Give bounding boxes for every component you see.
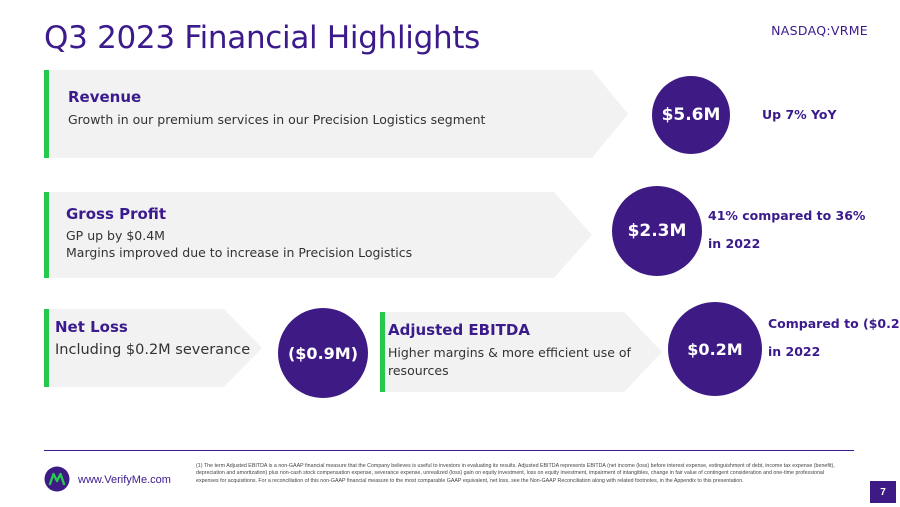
revenue-title: Revenue	[68, 88, 142, 106]
revenue-card	[44, 70, 628, 158]
adjusted-ebitda-footnote: (1) The term Adjusted EBITDA is a non-GA…	[196, 463, 835, 484]
net-loss-title: Net Loss	[55, 318, 128, 336]
gross-profit-line-1: GP up by $0.4M	[66, 228, 165, 243]
adjusted-ebitda-note-line-1: Compared to ($0.2)M	[768, 316, 900, 331]
gross-profit-note-line-2: in 2022	[708, 236, 761, 251]
revenue-value-badge: $5.6M	[652, 76, 730, 154]
gross-profit-value-badge: $2.3M	[612, 186, 702, 276]
adjusted-ebitda-accent-bar	[380, 312, 385, 392]
net-loss-value-badge: ($0.9M)	[278, 308, 368, 398]
gross-profit-line-2: Margins improved due to increase in Prec…	[66, 245, 413, 260]
revenue-note: Up 7% YoY	[762, 107, 837, 122]
verifyme-logo-icon	[44, 466, 70, 492]
revenue-description: Growth in our premium services in our Pr…	[68, 112, 486, 127]
page-number: 7	[870, 481, 896, 503]
gross-profit-title: Gross Profit	[66, 205, 167, 223]
adjusted-ebitda-value-badge: $0.2M	[668, 302, 762, 396]
ticker-symbol: NASDAQ:VRME	[771, 23, 868, 38]
adjusted-ebitda-line-2: resources	[388, 363, 449, 378]
revenue-accent-bar	[44, 70, 49, 158]
net-loss-card	[44, 309, 262, 387]
adjusted-ebitda-line-1: Higher margins & more efficient use of	[388, 345, 631, 360]
footer-divider	[44, 450, 854, 451]
gross-profit-card	[44, 192, 592, 278]
adjusted-ebitda-card	[380, 312, 662, 392]
adjusted-ebitda-title: Adjusted EBITDA	[388, 321, 530, 339]
website-link[interactable]: www.VerifyMe.com	[78, 474, 171, 486]
gross-profit-accent-bar	[44, 192, 49, 278]
net-loss-accent-bar	[44, 309, 49, 387]
page-title: Q3 2023 Financial Highlights	[44, 20, 481, 56]
gross-profit-note-line-1: 41% compared to 36%	[708, 208, 866, 223]
net-loss-description: Including $0.2M severance	[55, 342, 251, 358]
adjusted-ebitda-note-line-2: in 2022	[768, 344, 821, 359]
